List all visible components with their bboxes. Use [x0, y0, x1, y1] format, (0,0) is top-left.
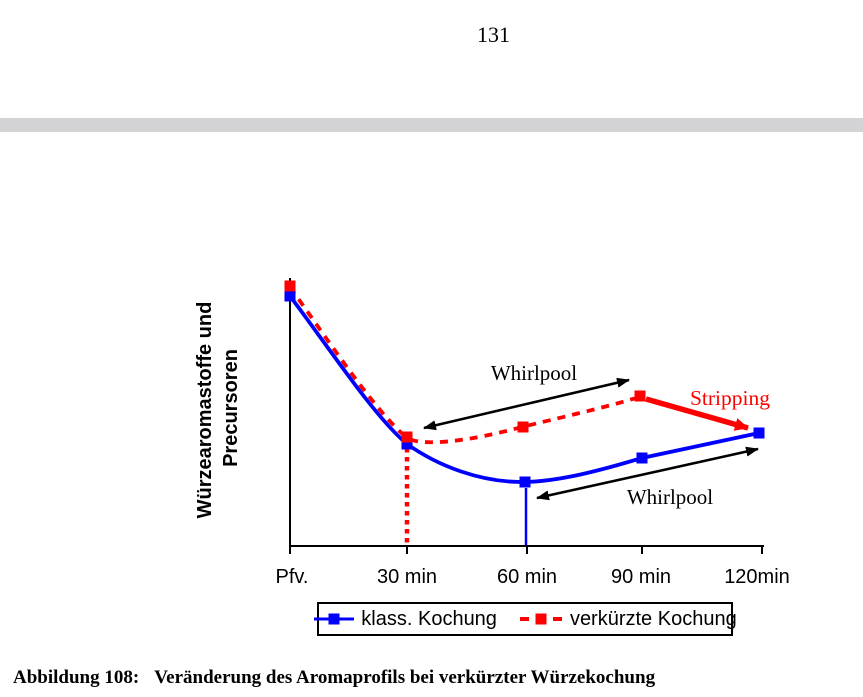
divider-bar [0, 118, 863, 132]
legend-sample-verkuerzte-kochung [519, 613, 562, 625]
page-number: 131 [477, 22, 510, 47]
data-point-square [517, 421, 529, 433]
annotation-stripping: Stripping [690, 386, 770, 410]
data-point-square [401, 431, 413, 443]
y-axis-label-line1: Würzearomastoffe und [194, 302, 216, 519]
whirlpool-arrow-bottom [536, 446, 759, 501]
x-tick-label-pfv: Pfv. [276, 566, 309, 588]
x-tick-label-60min: 60 min [497, 566, 557, 588]
figure-caption: Abbildung 108: Veränderung des Aromaprofi… [13, 667, 655, 689]
legend-label-verkuerzte-kochung: verkürzte Kochung [569, 607, 737, 630]
x-tick-label-30min: 30 min [377, 566, 437, 588]
chart-legend: klass. Kochung verkürzte Kochung [314, 602, 737, 636]
annotation-whirlpool-top: Whirlpool [491, 361, 577, 385]
data-point-square [284, 280, 296, 292]
figure-caption-text: Veränderung des Aromaprofils bei verkürz… [154, 667, 656, 688]
klass-kochung-markers [284, 290, 765, 488]
legend-sample-klass-kochung [314, 613, 355, 625]
y-axis-label-line2: Precursoren [220, 349, 242, 467]
data-point-square [636, 452, 648, 464]
x-tick-label-90min: 90 min [611, 566, 671, 588]
legend-label-klass-kochung: klass. Kochung [361, 607, 497, 630]
data-point-square [634, 390, 646, 402]
data-point-square [401, 438, 413, 450]
x-axis-ticks [289, 546, 763, 554]
stripping-arrow [645, 396, 749, 431]
figure-caption-label: Abbildung 108: [13, 667, 140, 688]
data-point-square [753, 427, 765, 439]
x-tick-label-120min: 120min [724, 566, 790, 588]
verkuerzte-kochung-markers [284, 280, 646, 443]
klass-kochung-curve [288, 294, 761, 484]
data-point-square [284, 290, 296, 302]
data-point-square [519, 476, 531, 488]
whirlpool-arrow-top [423, 377, 630, 431]
annotation-whirlpool-bottom: Whirlpool [627, 485, 713, 509]
